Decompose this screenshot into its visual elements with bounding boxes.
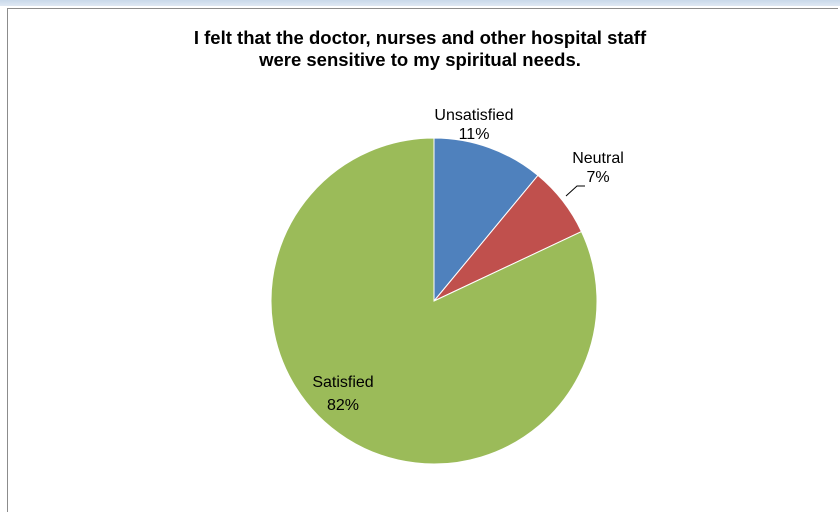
chart-title-line-2: were sensitive to my spiritual needs. xyxy=(259,49,581,70)
leader-lines xyxy=(565,185,585,197)
slice-label-unsatisfied: Unsatisfied xyxy=(434,107,513,124)
slice-labels: Unsatisfied 11% Neutral 7% Satisfied 82% xyxy=(312,107,623,414)
slice-percent-neutral: 7% xyxy=(586,169,609,186)
slice-percent-satisfied: 82% xyxy=(327,397,359,414)
pie-slices xyxy=(270,137,598,465)
chart-title-line-1: I felt that the doctor, nurses and other… xyxy=(193,27,647,48)
slice-percent-unsatisfied: 11% xyxy=(459,126,490,143)
window-top-strip xyxy=(0,0,840,6)
slice-label-satisfied: Satisfied xyxy=(312,374,373,391)
slice-label-neutral: Neutral xyxy=(572,150,624,167)
pie-slice-satisfied xyxy=(270,137,598,465)
leader-line-neutral xyxy=(565,185,585,197)
chart-title: I felt that the doctor, nurses and other… xyxy=(0,27,840,71)
pie-slice-unsatisfied xyxy=(433,137,539,303)
